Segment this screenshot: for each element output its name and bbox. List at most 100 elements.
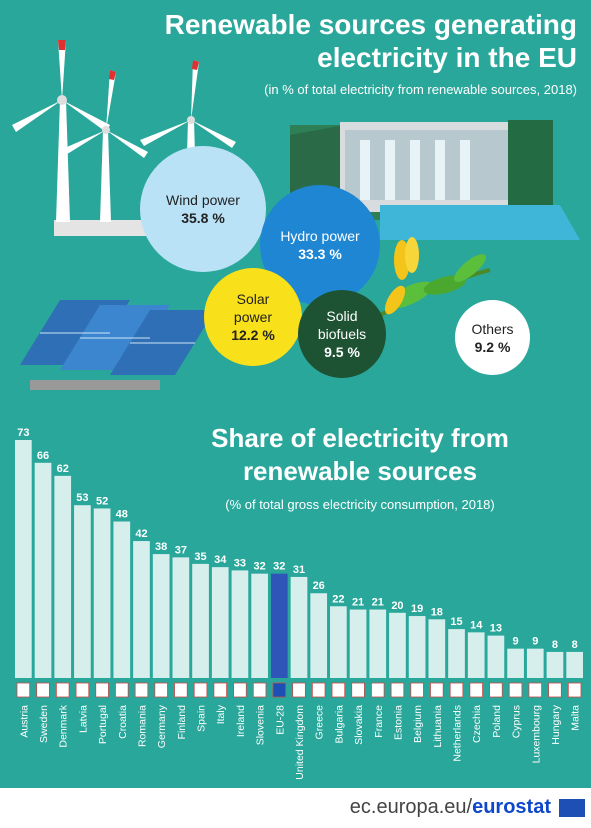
data-label-malta: 8 (572, 639, 578, 651)
bubble-solar: Solar power 12.2 % (204, 268, 302, 366)
chart-title: Share of electricity from renewable sour… (211, 423, 509, 486)
tick-label-cyprus: Cyprus (511, 705, 523, 738)
data-label-czechia: 14 (470, 619, 483, 631)
flag-germany-icon (154, 682, 168, 698)
bar-cyprus (507, 648, 524, 678)
flag-united-kingdom-icon (292, 682, 306, 698)
bubble-wind-value: 35.8 % (181, 210, 225, 226)
main-subtitle: (in % of total electricity from renewabl… (264, 82, 577, 97)
bubble-hydro-label: Hydro power (280, 228, 360, 244)
bar-malta (566, 651, 583, 678)
bar-austria (15, 440, 32, 678)
tick-label-czechia: Czechia (471, 705, 483, 743)
bar-italy (211, 567, 229, 678)
data-label-greece: 26 (313, 580, 325, 592)
flag-luxembourg-icon (528, 682, 543, 698)
hydro-dam (290, 120, 580, 240)
bar-france (369, 609, 387, 678)
flag-slovenia-icon (252, 682, 267, 698)
data-label-slovakia: 21 (352, 597, 364, 609)
solar-panels (20, 300, 215, 390)
bar-eu-28 (270, 573, 288, 678)
data-label-latvia: 53 (76, 492, 88, 504)
bar-slovenia (251, 573, 268, 678)
tick-label-greece: Greece (314, 705, 326, 740)
bar-estonia (389, 612, 406, 678)
bar-poland (487, 635, 505, 678)
bubble-biofuels-label: Solid biofuels (317, 308, 367, 342)
data-label-germany: 38 (155, 541, 167, 553)
chart-subtitle: (% of total gross electricity consumptio… (225, 497, 495, 512)
data-label-estonia: 20 (391, 600, 403, 612)
bar-greece (310, 593, 328, 678)
tick-label-bulgaria: Bulgaria (333, 705, 345, 744)
flag-malta-icon (567, 682, 582, 698)
flag-spain-icon (193, 682, 208, 698)
data-label-denmark: 62 (57, 463, 69, 475)
data-label-eu-28: 32 (273, 561, 285, 573)
bar-romania (133, 541, 150, 678)
flag-austria-icon (16, 682, 31, 698)
bar-portugal (93, 508, 111, 678)
data-label-poland: 13 (490, 623, 502, 635)
flag-slovakia-icon (351, 682, 365, 698)
tick-label-slovenia: Slovenia (255, 705, 267, 745)
flag-cyprus-icon (508, 682, 523, 698)
footer: ec.europa.eu/eurostat (0, 788, 591, 828)
flag-estonia-icon (390, 682, 405, 698)
flag-bulgaria-icon (331, 682, 346, 698)
flag-netherlands-icon (449, 682, 464, 698)
tick-label-sweden: Sweden (38, 705, 50, 743)
source-prefix: ec.europa.eu/ (349, 796, 473, 818)
tick-label-france: France (373, 705, 385, 738)
data-label-romania: 42 (135, 528, 147, 540)
flag-poland-icon (489, 682, 503, 698)
bar-croatia (113, 521, 131, 678)
tick-label-netherlands: Netherlands (452, 705, 464, 762)
flag-romania-icon (134, 682, 149, 698)
flag-belgium-icon (410, 682, 424, 698)
bar-ireland (231, 570, 249, 678)
data-label-cyprus: 9 (513, 636, 519, 648)
flag-latvia-icon (75, 682, 90, 698)
bubble-others-label: Others (471, 320, 514, 337)
flag-greece-icon (311, 682, 326, 698)
data-label-netherlands: 15 (450, 616, 462, 628)
data-label-italy: 34 (214, 554, 227, 566)
bubble-solar-value: 12.2 % (231, 327, 275, 343)
bar-belgium (408, 616, 426, 678)
bar-germany (152, 554, 170, 678)
tick-label-portugal: Portugal (97, 705, 109, 744)
tick-label-spain: Spain (196, 705, 208, 732)
tick-label-ireland: Ireland (235, 705, 247, 737)
bar-united-kingdom (290, 576, 308, 678)
data-label-finland: 37 (175, 544, 187, 556)
flag-italy-icon (213, 682, 227, 698)
tick-label-latvia: Latvia (77, 705, 89, 733)
flag-lithuania-icon (430, 682, 444, 698)
flag-czechia-icon (469, 682, 483, 698)
tick-label-estonia: Estonia (392, 705, 404, 740)
tick-label-luxembourg: Luxembourg (530, 705, 542, 764)
data-label-united-kingdom: 31 (293, 564, 305, 576)
tick-label-hungary: Hungary (550, 704, 562, 744)
bar-denmark (54, 475, 72, 678)
source-link[interactable]: ec.europa.eu/eurostat (350, 796, 551, 819)
tick-label-slovakia: Slovakia (353, 705, 365, 745)
bubble-hydro-value: 33.3 % (298, 246, 342, 262)
bar-netherlands (448, 629, 465, 678)
flag-croatia-icon (115, 682, 129, 698)
renewable-share-chart: 73 Austria 66 Sweden 62 Denmark 53 Latvia 52 Port… (15, 427, 583, 780)
source-brand: eurostat (472, 796, 551, 818)
bubble-others: Others 9.2 % (455, 300, 530, 375)
data-label-ireland: 33 (234, 557, 246, 569)
tick-label-finland: Finland (176, 705, 188, 740)
flag-hungary-icon (548, 682, 562, 698)
tick-label-germany: Germany (156, 704, 168, 748)
flag-eu-28-icon (272, 682, 287, 698)
tick-label-italy: Italy (215, 704, 227, 724)
main-title: Renewable sources generating electricity… (164, 9, 577, 73)
eu-flag-icon (559, 799, 585, 817)
flag-sweden-icon (36, 682, 50, 698)
biofuel-plant (369, 237, 491, 322)
